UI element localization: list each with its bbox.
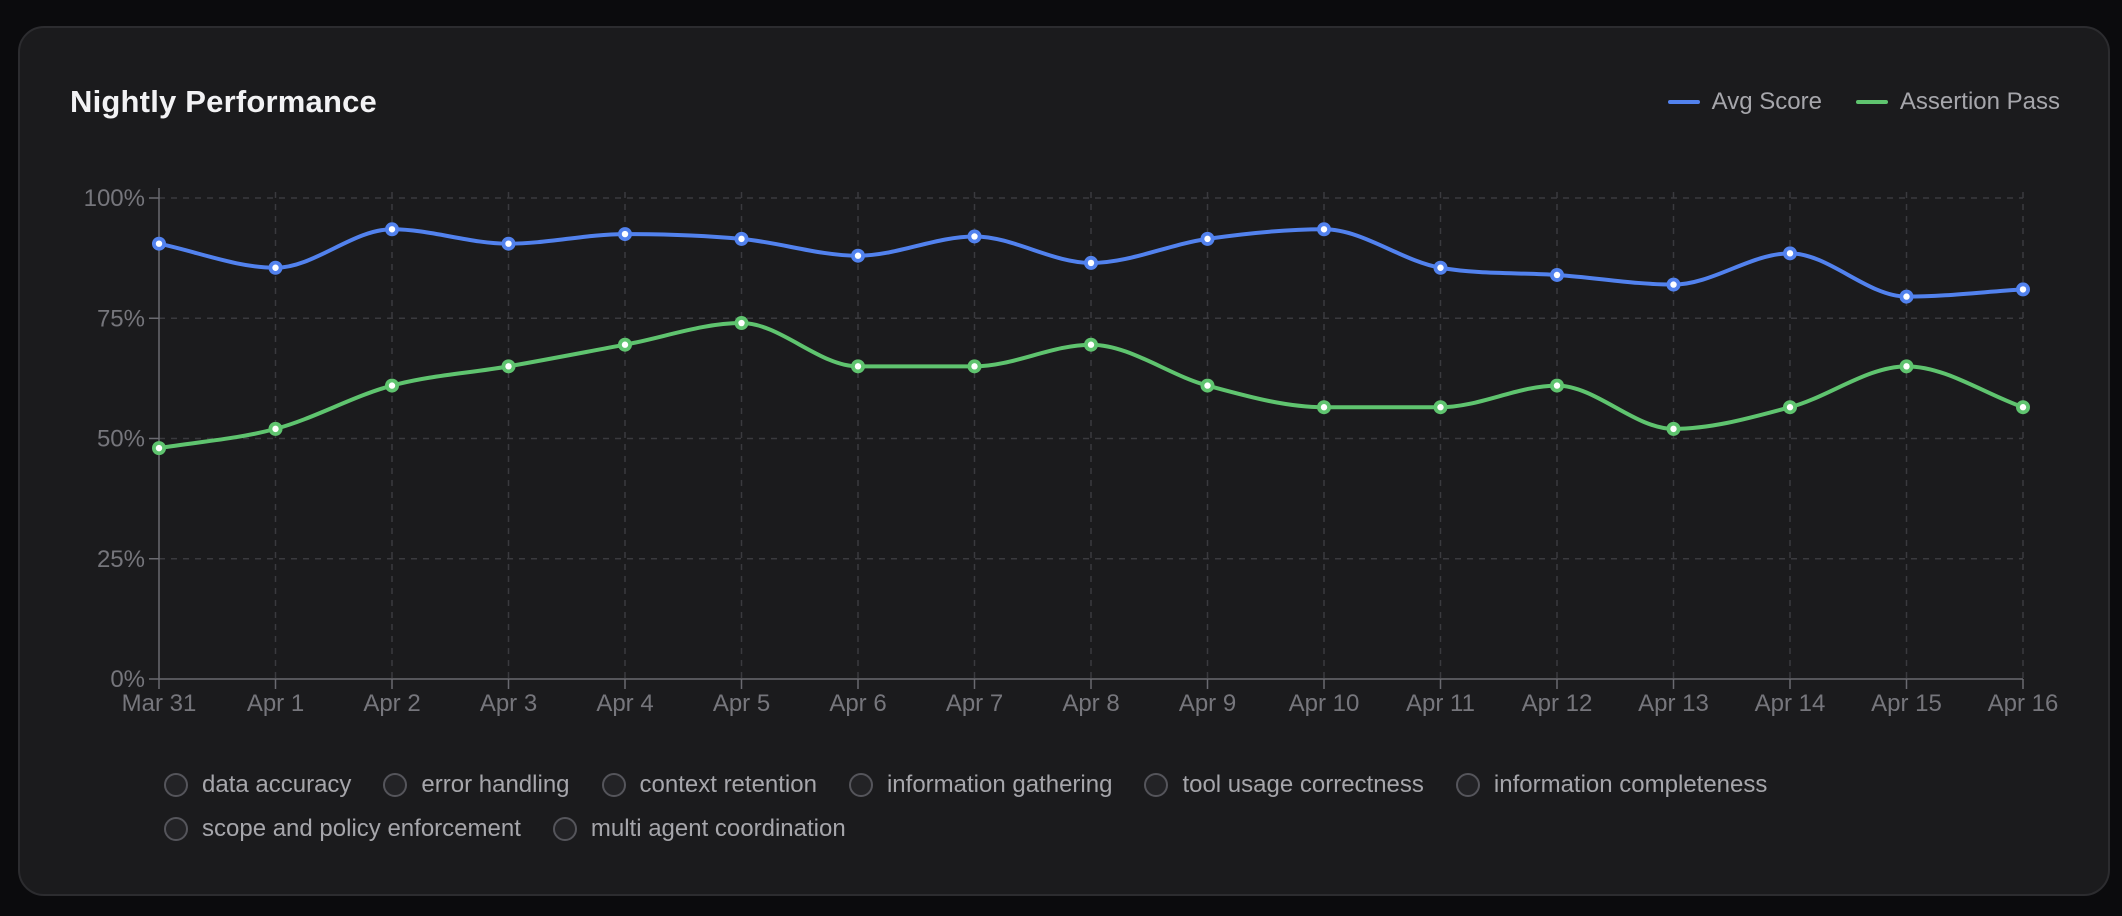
data-point-center-assertion-pass: [1670, 425, 1677, 433]
x-tick-label: Apr 11: [1406, 690, 1475, 717]
data-point-center-assertion-pass: [1437, 404, 1444, 411]
data-point-center-avg-score: [388, 226, 396, 233]
y-tick-label: 0%: [110, 666, 145, 693]
filter-information-gathering[interactable]: information gathering: [848, 771, 1113, 798]
data-point-center-assertion-pass: [1204, 382, 1211, 389]
checkbox-icon[interactable]: [601, 773, 626, 797]
legend-swatch-avg-score: [1667, 100, 1700, 104]
chart-legend: Avg Score Assertion Pass: [1667, 88, 2060, 116]
filter-label: context retention: [639, 771, 817, 798]
legend-swatch-assertion-pass: [1855, 100, 1888, 104]
legend-label-avg-score: Avg Score: [1711, 88, 1822, 115]
legend-item-assertion-pass[interactable]: Assertion Pass: [1855, 88, 2060, 116]
x-tick-label: Apr 15: [1871, 690, 1942, 717]
x-tick-label: Apr 12: [1522, 690, 1593, 717]
data-point-center-avg-score: [1437, 264, 1444, 271]
data-point-center-avg-score: [738, 235, 745, 243]
data-point-center-assertion-pass: [1320, 404, 1328, 411]
filter-label: tool usage correctness: [1182, 771, 1424, 798]
checkbox-icon[interactable]: [552, 817, 577, 841]
data-point-center-assertion-pass: [621, 341, 629, 348]
data-point-center-assertion-pass: [854, 363, 862, 370]
data-point-center-assertion-pass: [388, 382, 396, 389]
x-tick-label: Apr 6: [829, 690, 886, 717]
checkbox-icon[interactable]: [848, 773, 873, 797]
filter-label: information gathering: [886, 771, 1113, 798]
x-tick-label: Apr 14: [1755, 690, 1826, 717]
x-tick-label: Apr 9: [1179, 690, 1236, 717]
category-filters: data accuracy error handling context ret…: [164, 772, 2064, 842]
filter-multi-agent-coordination[interactable]: multi agent coordination: [552, 815, 846, 842]
filter-tool-usage-correctness[interactable]: tool usage correctness: [1144, 771, 1424, 798]
filter-error-handling[interactable]: error handling: [383, 771, 570, 798]
x-tick-label: Apr 7: [946, 690, 1003, 717]
data-point-center-assertion-pass: [738, 319, 745, 327]
filter-context-retention[interactable]: context retention: [601, 771, 817, 798]
legend-label-assertion-pass: Assertion Pass: [1899, 88, 2060, 115]
checkbox-icon[interactable]: [383, 773, 408, 797]
filter-label: information completeness: [1493, 771, 1768, 798]
data-point-center-avg-score: [1553, 271, 1561, 279]
checkbox-icon[interactable]: [1144, 773, 1169, 797]
y-tick-label: 25%: [97, 546, 145, 573]
data-point-center-assertion-pass: [1786, 404, 1794, 411]
data-point-center-avg-score: [854, 252, 862, 259]
y-tick-label: 75%: [97, 305, 145, 332]
data-point-center-assertion-pass: [971, 363, 978, 370]
x-tick-label: Apr 3: [480, 690, 537, 717]
x-tick-label: Apr 1: [247, 690, 304, 717]
data-point-center-assertion-pass: [505, 363, 512, 370]
data-point-center-avg-score: [1320, 226, 1328, 233]
data-point-center-avg-score: [2019, 286, 2027, 293]
filter-label: scope and policy enforcement: [202, 815, 521, 842]
data-point-center-assertion-pass: [1553, 382, 1561, 389]
filter-label: data accuracy: [202, 771, 352, 798]
data-point-center-avg-score: [621, 230, 629, 238]
filter-data-accuracy[interactable]: data accuracy: [164, 772, 351, 798]
data-point-center-avg-score: [1903, 293, 1910, 300]
data-point-center-avg-score: [971, 233, 978, 240]
x-tick-label: Mar 31: [122, 690, 197, 717]
filter-label: multi agent coordination: [590, 815, 846, 842]
x-tick-label: Apr 5: [713, 690, 770, 717]
checkbox-icon[interactable]: [164, 817, 188, 841]
data-point-center-assertion-pass: [272, 425, 279, 433]
x-tick-label: Apr 13: [1638, 690, 1709, 717]
data-point-center-avg-score: [1670, 281, 1677, 288]
card-title: Nightly Performance: [70, 84, 377, 119]
data-point-center-assertion-pass: [2019, 404, 2027, 411]
y-tick-label: 100%: [84, 185, 145, 212]
data-point-center-assertion-pass: [155, 444, 163, 452]
filter-scope-and-policy-enforcement[interactable]: scope and policy enforcement: [164, 816, 521, 842]
data-point-center-avg-score: [1087, 259, 1095, 267]
data-point-center-avg-score: [155, 240, 163, 247]
legend-item-avg-score[interactable]: Avg Score: [1667, 88, 1822, 116]
filter-information-completeness[interactable]: information completeness: [1455, 771, 1768, 798]
checkbox-icon[interactable]: [164, 773, 188, 797]
filter-label: error handling: [421, 771, 570, 798]
performance-card: Nightly Performance Avg Score Assertion …: [18, 26, 2110, 896]
checkbox-icon[interactable]: [1455, 773, 1480, 797]
x-tick-label: Apr 4: [596, 690, 653, 717]
data-point-center-avg-score: [272, 264, 279, 271]
data-point-center-avg-score: [505, 240, 512, 247]
x-tick-label: Apr 16: [1988, 690, 2059, 717]
y-tick-label: 50%: [97, 426, 145, 453]
data-point-center-assertion-pass: [1903, 363, 1910, 370]
x-tick-label: Apr 8: [1062, 690, 1119, 717]
data-point-center-assertion-pass: [1087, 341, 1095, 348]
data-point-center-avg-score: [1786, 250, 1794, 257]
x-tick-label: Apr 2: [363, 690, 420, 717]
line-chart: 0% 25% 50% 75% 100% Mar 31 Apr 1 Apr 2 Apr 3 Apr …: [84, 185, 2059, 717]
data-point-center-avg-score: [1204, 235, 1211, 243]
x-tick-label: Apr 10: [1289, 690, 1360, 717]
